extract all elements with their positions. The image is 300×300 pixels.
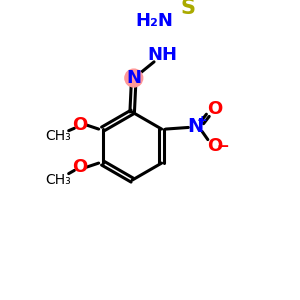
Text: CH₃: CH₃ <box>45 129 71 143</box>
Text: CH₃: CH₃ <box>45 173 71 187</box>
Text: H₂N: H₂N <box>135 12 173 30</box>
Text: O: O <box>72 116 88 134</box>
Text: S: S <box>181 0 196 18</box>
Text: +: + <box>197 115 208 128</box>
Circle shape <box>176 30 194 48</box>
Text: O: O <box>207 137 222 155</box>
Text: N: N <box>188 117 204 136</box>
Text: O: O <box>207 100 222 118</box>
Text: N: N <box>126 69 141 87</box>
Text: −: − <box>217 139 230 154</box>
Text: O: O <box>72 158 88 176</box>
Text: NH: NH <box>147 46 177 64</box>
Circle shape <box>125 69 143 87</box>
